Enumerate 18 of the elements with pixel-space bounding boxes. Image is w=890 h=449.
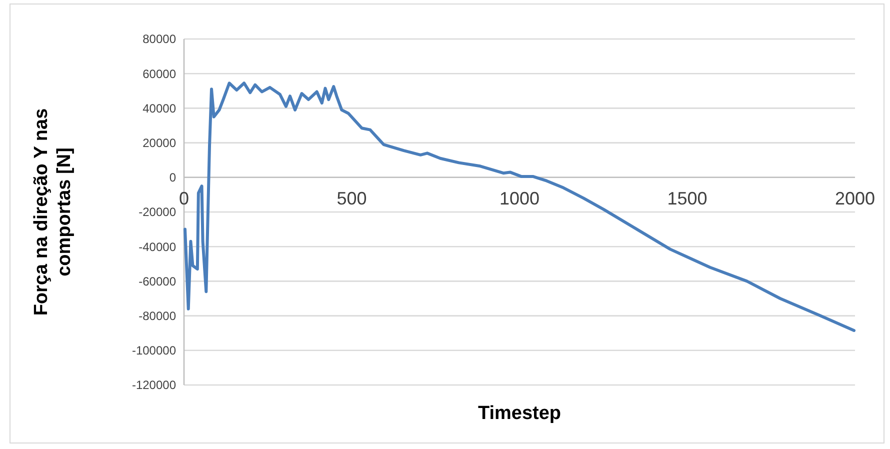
y-tick-label: 20000 bbox=[142, 136, 176, 150]
y-tick-label: 60000 bbox=[142, 66, 176, 81]
y-tick-label: 0 bbox=[169, 170, 176, 185]
y-axis-title: Força na direção Y nas comportas [N] bbox=[31, 108, 75, 316]
y-tick-label: 40000 bbox=[142, 101, 176, 116]
x-tick-label: 1000 bbox=[499, 188, 540, 208]
x-tick-label: 2000 bbox=[834, 188, 876, 208]
y-tick-label: -80000 bbox=[138, 309, 176, 323]
y-tick-label: -100000 bbox=[132, 344, 176, 358]
y-tick-label: -40000 bbox=[138, 240, 176, 254]
y-tick-label: 80000 bbox=[142, 32, 176, 46]
x-tick-label: 0 bbox=[178, 188, 190, 208]
y-tick-label: -20000 bbox=[138, 205, 176, 220]
x-axis-title: Timestep bbox=[478, 403, 562, 424]
x-tick-label: 500 bbox=[336, 188, 367, 208]
x-tick-label: 1500 bbox=[667, 188, 708, 208]
y-tick-label: -60000 bbox=[138, 274, 176, 288]
y-tick-label: -120000 bbox=[132, 378, 176, 392]
